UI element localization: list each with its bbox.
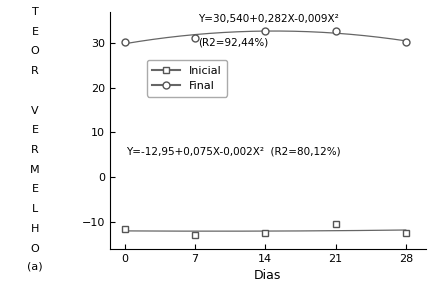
Text: M: M [30, 165, 40, 175]
Text: (R2=92,44%): (R2=92,44%) [198, 38, 268, 48]
Text: (a): (a) [27, 261, 43, 271]
X-axis label: Dias: Dias [254, 269, 281, 282]
Text: T: T [32, 7, 39, 17]
Text: E: E [32, 27, 39, 37]
Text: V: V [31, 105, 39, 115]
Text: L: L [32, 204, 38, 214]
Text: O: O [31, 244, 39, 254]
Text: R: R [31, 66, 39, 76]
Text: E: E [32, 184, 39, 194]
Text: E: E [32, 125, 39, 135]
Legend: Inicial, Final: Inicial, Final [147, 60, 227, 97]
Text: O: O [31, 46, 39, 56]
Text: H: H [31, 224, 39, 234]
Text: Y=-12,95+0,075X-0,002X²  (R2=80,12%): Y=-12,95+0,075X-0,002X² (R2=80,12%) [125, 147, 339, 157]
Text: R: R [31, 145, 39, 155]
Text: Y=30,540+0,282X-0,009X²: Y=30,540+0,282X-0,009X² [198, 14, 338, 24]
